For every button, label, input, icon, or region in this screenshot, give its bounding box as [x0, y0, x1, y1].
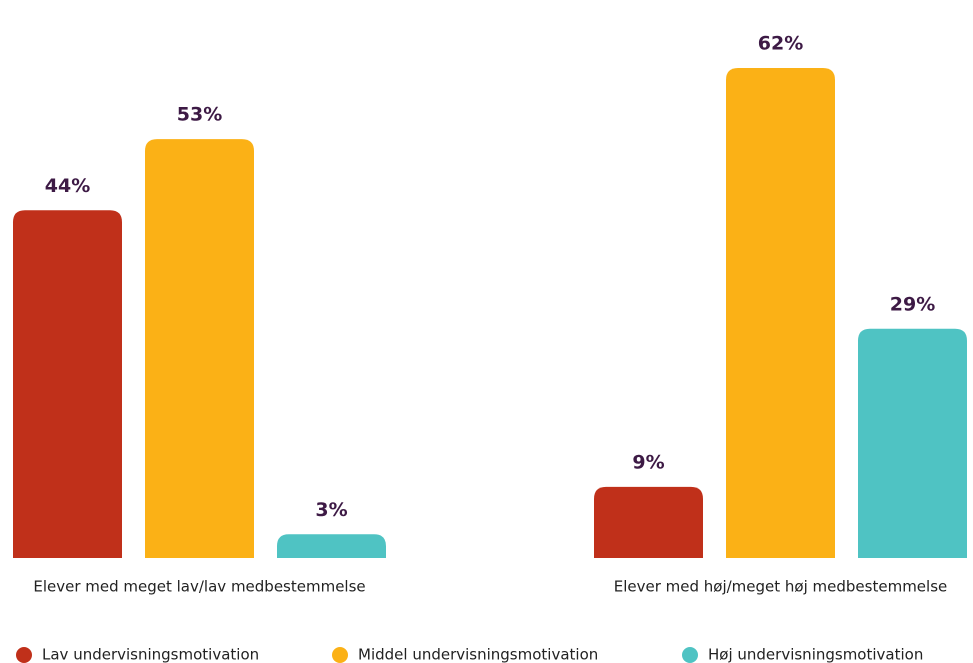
category-label: Elever med meget lav/lav medbestemmelse [33, 578, 365, 596]
category-label: Elever med høj/meget høj medbestemmelse [614, 578, 948, 596]
value-label: 44% [45, 175, 90, 197]
legend-swatch [682, 647, 698, 663]
legend-label: Høj undervisningsmotivation [708, 646, 923, 663]
bar [277, 534, 386, 558]
legend-label: Middel undervisningsmotivation [358, 646, 598, 663]
bar [13, 210, 122, 559]
bar [726, 68, 835, 558]
legend-swatch [16, 647, 32, 663]
value-label: 29% [890, 293, 935, 315]
legend-swatch [332, 647, 348, 663]
value-label: 53% [177, 104, 222, 126]
bar [858, 328, 967, 558]
legend-label: Lav undervisningsmotivation [42, 646, 259, 663]
bar [594, 486, 703, 558]
value-label: 62% [758, 33, 803, 55]
value-label: 9% [632, 451, 664, 473]
bar [145, 139, 254, 558]
value-label: 3% [315, 499, 347, 521]
